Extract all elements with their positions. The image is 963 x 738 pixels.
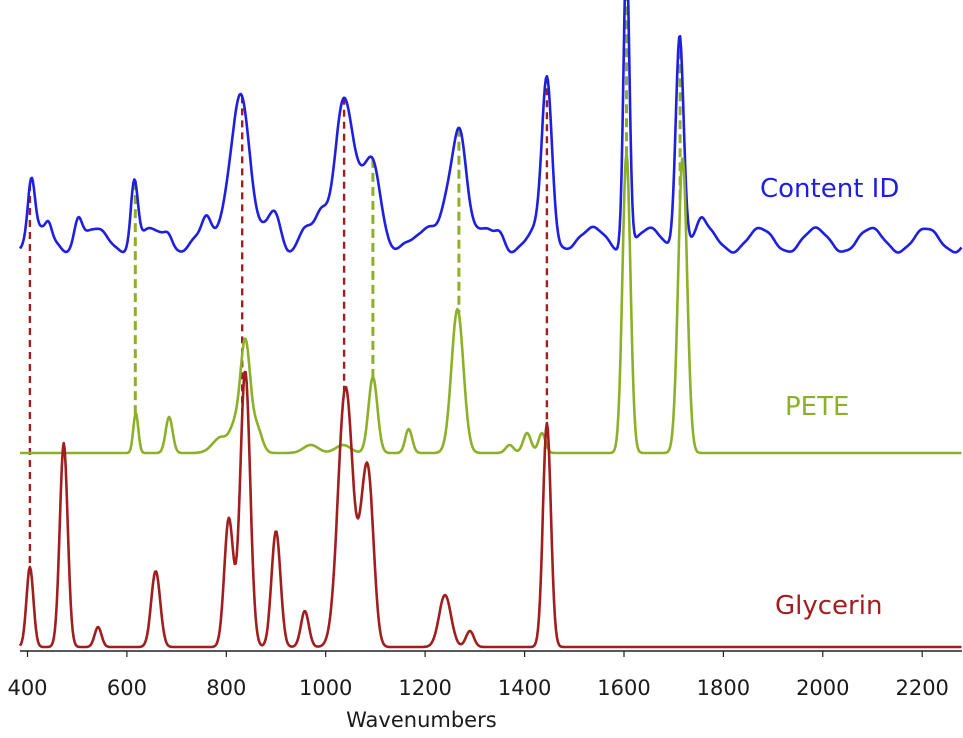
x-tick-label: 1600 xyxy=(597,676,650,700)
x-tick-label: 1400 xyxy=(498,676,551,700)
x-tick-label: 1800 xyxy=(697,676,750,700)
x-tick-label: 800 xyxy=(206,676,246,700)
marker-lines xyxy=(28,0,682,567)
series-line-content-id xyxy=(18,0,963,254)
series-line-pete xyxy=(19,151,962,455)
x-tick-label: 2200 xyxy=(895,676,948,700)
x-tick-label: 400 xyxy=(7,676,47,700)
series-lines xyxy=(18,0,963,649)
series-label-content-id: Content ID xyxy=(760,174,899,204)
x-tick-label: 1000 xyxy=(299,676,352,700)
series-line-glycerin xyxy=(18,370,962,649)
x-tick-label: 600 xyxy=(107,676,147,700)
x-axis-title: Wavenumbers xyxy=(346,708,497,732)
x-tick-label: 1200 xyxy=(398,676,451,700)
x-axis: 400 600 800 1000 1200 1400 1600 1800 2000 2200 xyxy=(7,650,962,700)
series-label-pete: PETE xyxy=(785,392,849,422)
series-label-glycerin: Glycerin xyxy=(775,591,882,621)
series-labels: Content ID PETE Glycerin xyxy=(760,174,899,621)
x-tick-label: 2000 xyxy=(796,676,849,700)
x-axis-ticks: 400 600 800 1000 1200 1400 1600 1800 2000 2200 xyxy=(7,651,949,700)
